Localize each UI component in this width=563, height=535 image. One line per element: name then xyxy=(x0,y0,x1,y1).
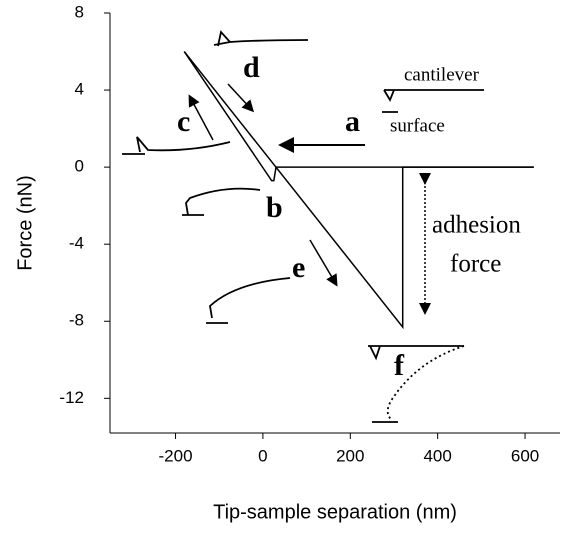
y-tick-label: -4 xyxy=(69,234,84,253)
y-tick-label: 4 xyxy=(75,80,84,99)
annotation: b xyxy=(266,191,283,224)
x-tick-label: -200 xyxy=(159,446,193,465)
y-axis-label: Force (nN) xyxy=(14,175,36,271)
annotation: a xyxy=(345,105,360,138)
y-tick-label: 0 xyxy=(75,157,84,176)
x-tick-label: 200 xyxy=(336,446,364,465)
annotation: surface xyxy=(390,115,445,136)
x-tick-label: 400 xyxy=(423,446,451,465)
curve xyxy=(183,51,534,182)
annotation: force xyxy=(450,251,501,278)
y-tick-label: -8 xyxy=(69,311,84,330)
cantilever-sketches xyxy=(122,30,484,423)
annotation: e xyxy=(292,251,305,284)
arrows xyxy=(188,83,431,315)
annotation: cantilever xyxy=(404,64,480,85)
curve xyxy=(183,51,534,330)
annotation: d xyxy=(243,51,260,84)
x-tick-label: 0 xyxy=(258,446,267,465)
annotation: c xyxy=(177,105,190,138)
annotation: f xyxy=(394,349,405,382)
x-axis-label: Tip-sample separation (nm) xyxy=(213,501,457,523)
x-tick-label: 600 xyxy=(511,446,539,465)
annotation: adhesion xyxy=(432,212,521,239)
y-tick-label: 8 xyxy=(75,2,84,21)
y-tick-label: -12 xyxy=(59,388,84,407)
